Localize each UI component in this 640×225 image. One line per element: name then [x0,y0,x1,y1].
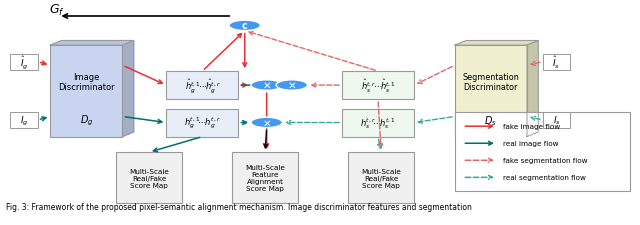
Text: $\hat{I}_g$: $\hat{I}_g$ [20,54,28,71]
Circle shape [276,81,307,91]
Circle shape [229,21,260,32]
FancyBboxPatch shape [232,153,298,203]
Polygon shape [51,41,134,46]
FancyBboxPatch shape [342,109,414,137]
FancyBboxPatch shape [166,72,239,100]
Text: Multi-Scale
Feature
Alignment
Score Map: Multi-Scale Feature Alignment Score Map [245,164,285,191]
FancyBboxPatch shape [455,46,527,137]
FancyBboxPatch shape [10,55,38,70]
Polygon shape [455,41,538,46]
FancyBboxPatch shape [348,153,414,203]
FancyBboxPatch shape [10,113,38,128]
FancyBboxPatch shape [455,112,630,191]
Text: Segmentation
Discriminator: Segmentation Discriminator [463,73,519,92]
Polygon shape [122,41,134,137]
Text: $I_s$: $I_s$ [552,114,561,127]
Text: ✕: ✕ [287,81,296,91]
Circle shape [251,118,282,128]
Text: fake segmentation flow: fake segmentation flow [503,158,588,164]
Text: $\hat{h}_s^{t,r}\!\cdots\!\hat{h}_s^{t,1}$: $\hat{h}_s^{t,r}\!\cdots\!\hat{h}_s^{t,1… [360,77,396,94]
Text: $I_g$: $I_g$ [20,114,28,127]
Text: Image
Discriminator: Image Discriminator [58,73,115,92]
Text: Multi-Scale
Real/Fake
Score Map: Multi-Scale Real/Fake Score Map [361,168,401,188]
Text: c: c [242,21,248,31]
Text: ✕: ✕ [262,81,271,91]
Text: $G_f$: $G_f$ [49,3,65,18]
FancyBboxPatch shape [543,55,570,70]
Text: $D_g$: $D_g$ [79,113,93,128]
FancyBboxPatch shape [51,46,122,137]
FancyBboxPatch shape [543,113,570,128]
FancyBboxPatch shape [116,153,182,203]
FancyBboxPatch shape [342,72,414,100]
Text: real image flow: real image flow [503,141,559,147]
Text: Fig. 3: Framework of the proposed pixel-semantic alignment mechanism. Image disc: Fig. 3: Framework of the proposed pixel-… [6,202,472,211]
Text: $h_g^{t,1}\!\cdots\!h_g^{t,r}$: $h_g^{t,1}\!\cdots\!h_g^{t,r}$ [184,115,221,131]
Circle shape [251,81,282,91]
Text: Multi-Scale
Real/Fake
Score Map: Multi-Scale Real/Fake Score Map [129,168,169,188]
Text: ✕: ✕ [262,118,271,128]
Text: $h_s^{t,r}\!\cdots\!h_s^{t,1}$: $h_s^{t,r}\!\cdots\!h_s^{t,1}$ [360,116,396,130]
Text: real segmentation flow: real segmentation flow [503,175,586,180]
Polygon shape [527,41,538,137]
FancyBboxPatch shape [166,109,239,137]
Text: fake image flow: fake image flow [503,124,560,130]
Text: $D_s$: $D_s$ [484,114,497,127]
Text: $\hat{I}_s$: $\hat{I}_s$ [552,54,561,70]
Text: $\hat{h}_g^{t,1}\!\cdots\!\hat{h}_g^{t,r}$: $\hat{h}_g^{t,1}\!\cdots\!\hat{h}_g^{t,r… [184,77,220,94]
